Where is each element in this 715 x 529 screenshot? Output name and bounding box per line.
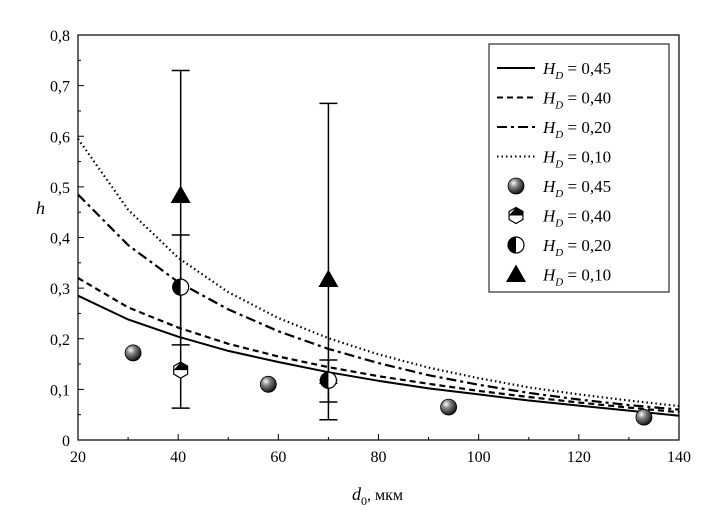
y-tick-label: 0,4 bbox=[50, 231, 70, 248]
legend-label: HD = 0,45 bbox=[542, 59, 611, 82]
legend-label-main: H bbox=[542, 236, 557, 255]
legend-marker-swatch bbox=[507, 177, 525, 195]
legend-label-value: = 0,20 bbox=[563, 118, 611, 137]
x-axis: 20 40 60 80 100 120 140 bbox=[70, 434, 691, 466]
x-axis-label-unit: , мкм bbox=[367, 487, 403, 504]
legend-label: HD = 0,10 bbox=[542, 148, 611, 171]
legend-marker-swatch bbox=[508, 206, 524, 225]
x-tick-label: 40 bbox=[170, 449, 186, 466]
legend-label-value: = 0,10 bbox=[563, 266, 611, 285]
legend-label-value: = 0,45 bbox=[563, 177, 611, 196]
legend-label-subscript: D bbox=[554, 218, 563, 230]
marker-sphere bbox=[440, 398, 458, 416]
legend-label-value: = 0,40 bbox=[563, 89, 611, 108]
marker-circle-fill bbox=[508, 237, 516, 253]
legend-entry-2: HD = 0,20 bbox=[497, 118, 611, 141]
x-tick-label: 120 bbox=[567, 449, 591, 466]
data-point-series-2 bbox=[172, 278, 190, 296]
y-tick-label: 0,1 bbox=[50, 382, 70, 399]
y-axis: 0 0,1 0,2 0,3 0,4 0,5 0,6 0,7 0,8 bbox=[50, 28, 84, 450]
error-bars bbox=[171, 69, 338, 421]
legend-marker-swatch bbox=[507, 236, 525, 254]
x-tick-label: 100 bbox=[467, 449, 491, 466]
legend-label-subscript: D bbox=[554, 100, 563, 112]
y-tick-label: 0,3 bbox=[50, 281, 70, 298]
y-tick-label: 0,2 bbox=[50, 332, 70, 349]
legend-label: HD = 0,45 bbox=[542, 177, 611, 200]
legend-label-main: H bbox=[542, 177, 557, 196]
legend-label-subscript: D bbox=[554, 129, 563, 141]
data-point-series-0 bbox=[635, 408, 653, 426]
legend-entry-6: HD = 0,20 bbox=[507, 236, 611, 259]
y-tick-label: 0,7 bbox=[50, 79, 70, 96]
markers bbox=[124, 185, 653, 426]
legend-label-main: H bbox=[542, 266, 557, 285]
legend-label-main: H bbox=[542, 89, 557, 108]
legend-label-subscript: D bbox=[554, 70, 563, 82]
legend-entry-4: HD = 0,45 bbox=[507, 177, 611, 200]
marker-circle-fill bbox=[172, 279, 181, 296]
y-tick-label: 0,8 bbox=[50, 28, 70, 45]
legend-entry-1: HD = 0,40 bbox=[497, 89, 611, 112]
legend-label: HD = 0,20 bbox=[542, 236, 611, 259]
x-axis-label-main: d bbox=[352, 484, 362, 504]
legend-label-main: H bbox=[542, 207, 557, 226]
marker-circle-fill bbox=[320, 372, 329, 389]
data-point-series-1 bbox=[173, 361, 189, 379]
x-tick-label: 20 bbox=[70, 449, 86, 466]
data-point-series-3 bbox=[318, 269, 339, 288]
data-point-series-0 bbox=[124, 344, 142, 362]
data-point-series-0 bbox=[259, 375, 277, 393]
marker-hexagon-fill bbox=[509, 207, 523, 216]
legend-label-main: H bbox=[542, 59, 557, 78]
y-axis-label: h bbox=[36, 198, 45, 218]
legend-entry-5: HD = 0,40 bbox=[508, 206, 611, 230]
x-axis-label: d0, мкм bbox=[352, 484, 403, 508]
legend-label-value: = 0,10 bbox=[563, 148, 611, 167]
legend-label: HD = 0,10 bbox=[542, 266, 611, 289]
marker-sphere bbox=[124, 344, 142, 362]
legend-entry-7: HD = 0,10 bbox=[506, 264, 611, 289]
x-axis-label-subscript: 0 bbox=[361, 494, 367, 508]
y-tick-label: 0 bbox=[62, 433, 70, 450]
legend-label-value: = 0,40 bbox=[563, 207, 611, 226]
legend-label-subscript: D bbox=[554, 247, 563, 259]
curve-line-1 bbox=[77, 277, 680, 414]
legend-label-value: = 0,45 bbox=[563, 59, 611, 78]
legend-label: HD = 0,40 bbox=[542, 89, 611, 112]
marker-hexagon-fill bbox=[173, 362, 188, 371]
marker-triangle bbox=[506, 264, 526, 282]
legend-label: HD = 0,40 bbox=[542, 207, 611, 230]
marker-sphere bbox=[507, 177, 525, 195]
legend-label-subscript: D bbox=[554, 277, 563, 289]
x-tick-label: 140 bbox=[667, 449, 691, 466]
x-tick-label: 80 bbox=[371, 449, 387, 466]
legend-entry-0: HD = 0,45 bbox=[497, 59, 611, 82]
legend-label-value: = 0,20 bbox=[563, 236, 611, 255]
data-point-series-2 bbox=[319, 371, 338, 389]
legend-label-main: H bbox=[542, 148, 557, 167]
legend-label: HD = 0,20 bbox=[542, 118, 611, 141]
y-tick-label: 0,5 bbox=[50, 180, 70, 197]
data-point-series-3 bbox=[170, 185, 191, 203]
marker-sphere bbox=[259, 375, 277, 393]
legend-entry-3: HD = 0,10 bbox=[497, 148, 611, 171]
marker-triangle bbox=[318, 269, 339, 288]
legend-label-subscript: D bbox=[554, 188, 563, 200]
legend-label-main: H bbox=[542, 118, 557, 137]
marker-triangle bbox=[170, 185, 191, 203]
x-tick-label: 60 bbox=[270, 449, 286, 466]
legend-label-subscript: D bbox=[554, 159, 563, 171]
marker-sphere bbox=[635, 408, 653, 426]
legend-marker-swatch bbox=[506, 264, 526, 282]
curve-line-0 bbox=[77, 294, 680, 417]
y-tick-label: 0,6 bbox=[50, 129, 70, 146]
data-point-series-0 bbox=[440, 398, 458, 416]
